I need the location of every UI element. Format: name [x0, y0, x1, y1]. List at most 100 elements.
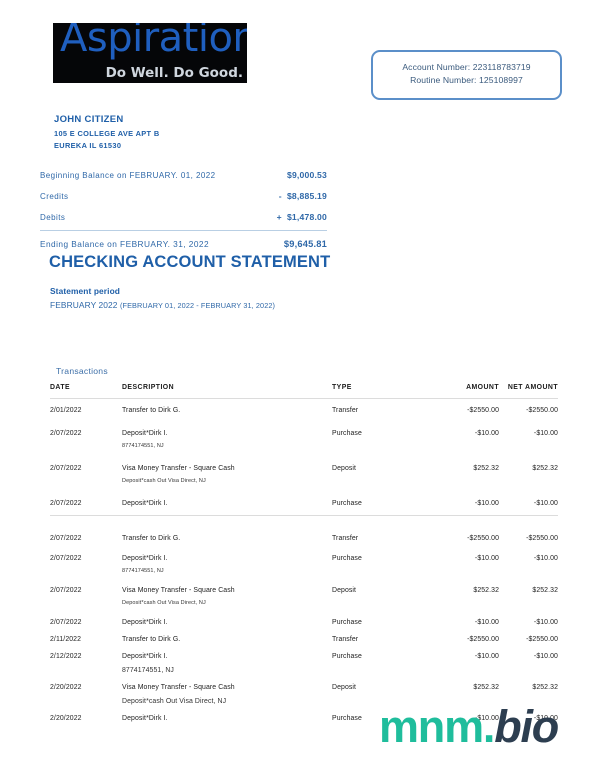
cell-type: Purchase	[332, 715, 362, 722]
description-sub: Deposit*cash Out Visa Direct, NJ	[122, 478, 206, 484]
watermark-part-2: bio	[494, 701, 559, 752]
cell-net-amount: $252.32	[532, 684, 558, 691]
cell-type: Purchase	[332, 500, 362, 507]
cell-type: Purchase	[332, 653, 362, 660]
cell-description: Deposit*Dirk I.	[122, 492, 332, 516]
watermark-part-1: mnm.	[379, 701, 495, 752]
table-row: 2/07/2022 Deposit*Dirk I. 8774174551, NJ …	[50, 550, 558, 579]
cell-description: Visa Money Transfer - Square Cash Deposit…	[122, 679, 332, 710]
summary-row-beginning-balance: Beginning Balance on FEBRUARY. 01, 2022 …	[40, 164, 327, 185]
table-row: 2/07/2022 Transfer to Dirk G. Transfer -…	[50, 515, 558, 550]
table-row: 2/20/2022 Deposit*Dirk I. Purchase -$10.…	[50, 710, 558, 727]
summary-label: Ending Balance on FEBRUARY. 31, 2022	[40, 238, 210, 249]
cell-description: Deposit*Dirk I. 8774174551, NJ	[122, 550, 332, 579]
logo-wordmark: Aspiration	[60, 23, 247, 61]
customer-block: JOHN CITIZEN 105 E COLLEGE AVE APT B EUR…	[54, 112, 160, 153]
cell-description: Transfer to Dirk G.	[122, 515, 332, 550]
summary-divider	[40, 230, 327, 231]
description-sub: Deposit*cash Out Visa Direct, NJ	[122, 600, 206, 606]
description-sub: 8774174551, NJ	[122, 568, 164, 574]
cell-net-amount: -$10.00	[533, 430, 558, 437]
aspiration-logo: Aspiration Do Well. Do Good.	[53, 23, 247, 83]
cell-date: 2/07/2022	[50, 619, 82, 626]
description-main: Deposit*Dirk I.	[122, 619, 168, 626]
description-main: Deposit*Dirk I.	[122, 500, 168, 507]
column-header-net-amount: NET AMOUNT	[499, 384, 558, 399]
logo-tagline: Do Well. Do Good.	[105, 64, 243, 81]
cell-net-amount: $252.32	[532, 465, 558, 472]
cell-net-amount: -$2550.00	[499, 515, 558, 550]
description-sub: Deposit*cash Out Visa Direct, NJ	[122, 698, 227, 705]
cell-amount: -$2550.00	[467, 636, 499, 643]
cell-type: Purchase	[332, 619, 362, 626]
cell-net-amount: -$10.00	[533, 619, 558, 626]
cell-date: 2/01/2022	[50, 407, 82, 414]
cell-net-amount: $252.32	[532, 587, 558, 594]
description-main: Visa Money Transfer - Square Cash	[122, 465, 235, 472]
description-main: Deposit*Dirk I.	[122, 555, 168, 562]
cell-type: Purchase	[332, 430, 362, 437]
summary-label: Credits	[40, 191, 69, 201]
summary-value: $9,645.81	[283, 238, 327, 249]
cell-type: Transfer	[332, 636, 359, 643]
account-info-box: Account Number: 223118783719 Routine Num…	[371, 50, 562, 100]
cell-type: Purchase	[332, 555, 362, 562]
cell-description: Deposit*Dirk I.	[122, 614, 332, 631]
cell-amount: $252.32	[473, 684, 499, 691]
transactions-section-label: Transactions	[56, 366, 108, 376]
customer-name: JOHN CITIZEN	[54, 114, 124, 125]
cell-net-amount: -$10.00	[533, 500, 558, 507]
description-main: Transfer to Dirk G.	[122, 407, 181, 414]
cell-description: Transfer to Dirk G.	[122, 399, 332, 423]
description-sub: 8774174551, NJ	[122, 667, 174, 674]
cell-date: 2/07/2022	[50, 555, 82, 562]
cell-description: Transfer to Dirk G.	[122, 631, 332, 648]
description-main: Visa Money Transfer - Square Cash	[122, 587, 235, 594]
table-row: 2/07/2022 Visa Money Transfer - Square C…	[50, 457, 558, 492]
summary-value: $9,000.53	[286, 169, 327, 180]
cell-description: Deposit*Dirk I.	[122, 710, 332, 727]
summary-label: Debits	[40, 212, 66, 222]
cell-net-amount: -$2550.00	[526, 407, 558, 414]
mnm-bio-watermark: mnm.bio	[379, 701, 559, 752]
statement-period-range: (FEBRUARY 01, 2022 - FEBRUARY 31, 2022)	[120, 301, 276, 310]
description-main: Deposit*Dirk I.	[122, 715, 168, 722]
cell-date: 2/20/2022	[50, 684, 82, 691]
description-main: Deposit*Dirk I.	[122, 430, 168, 437]
cell-description: Deposit*Dirk I. 8774174551, NJ	[122, 422, 332, 457]
cell-description: Visa Money Transfer - Square Cash Deposit…	[122, 579, 332, 614]
cell-date: 2/07/2022	[50, 500, 82, 507]
cell-amount: -$2550.00	[467, 407, 499, 414]
cell-date: 2/07/2022	[50, 515, 122, 550]
description-main: Transfer to Dirk G.	[122, 535, 181, 542]
cell-description: Deposit*Dirk I. 8774174551, NJ	[122, 648, 332, 679]
table-row: 2/12/2022 Deposit*Dirk I. 8774174551, NJ …	[50, 648, 558, 679]
summary-value: - $8,885.19	[278, 190, 327, 201]
column-header-type: TYPE	[332, 384, 437, 399]
description-sub: 8774174551, NJ	[122, 443, 164, 449]
summary-value: + $1,478.00	[276, 211, 327, 222]
cell-net-amount: -$2550.00	[526, 636, 558, 643]
summary-row-credits: Credits - $8,885.19	[40, 185, 327, 206]
column-header-description: DESCRIPTION	[122, 384, 332, 399]
cell-type: Deposit	[332, 684, 357, 691]
routing-number-line: Routine Number: 125108997	[410, 75, 523, 86]
cell-net-amount: -$10.00	[533, 555, 558, 562]
cell-net-amount: -$10.00	[533, 653, 558, 660]
cell-date: 2/11/2022	[50, 636, 82, 643]
cell-date: 2/07/2022	[50, 430, 82, 437]
page-title: CHECKING ACCOUNT STATEMENT	[49, 253, 331, 271]
cell-date: 2/07/2022	[50, 465, 82, 472]
cell-amount: -$10.00	[474, 430, 499, 437]
cell-type: Deposit	[332, 587, 357, 594]
customer-address-line-1: 105 E COLLEGE AVE APT B	[54, 128, 160, 138]
summary-row-ending-balance: Ending Balance on FEBRUARY. 31, 2022 $9,…	[40, 233, 327, 254]
cell-description: Visa Money Transfer - Square Cash Deposit…	[122, 457, 332, 492]
table-row: 2/11/2022 Transfer to Dirk G. Transfer -…	[50, 631, 558, 648]
cell-amount: -$2550.00	[437, 515, 499, 550]
table-row: 2/07/2022 Visa Money Transfer - Square C…	[50, 579, 558, 614]
statement-period-value: FEBRUARY 2022 (FEBRUARY 01, 2022 - FEBRU…	[50, 300, 275, 310]
cell-type: Transfer	[332, 407, 359, 414]
statement-period-month: FEBRUARY 2022	[50, 300, 120, 310]
table-row: 2/20/2022 Visa Money Transfer - Square C…	[50, 679, 558, 710]
